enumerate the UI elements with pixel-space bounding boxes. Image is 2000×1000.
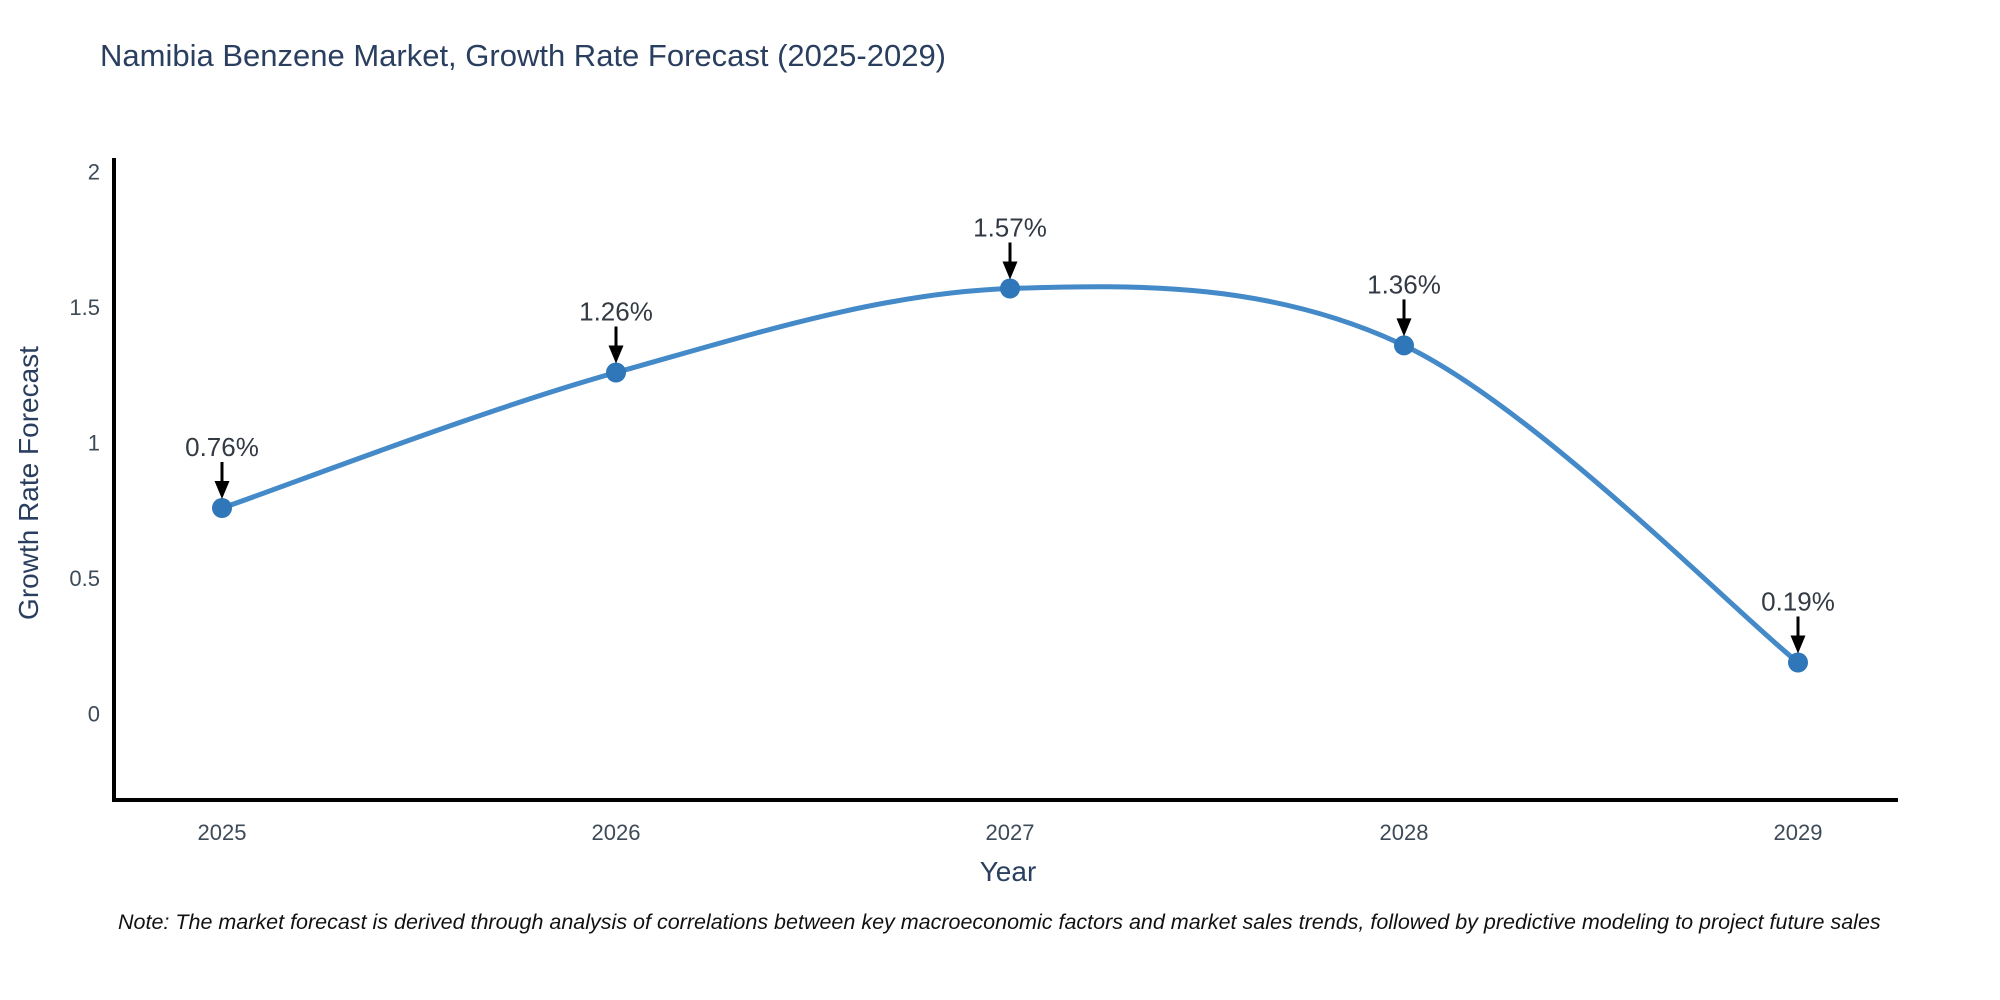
data-point [606, 362, 626, 383]
point-label: 1.26% [579, 297, 653, 327]
point-label: 1.36% [1367, 269, 1441, 299]
point-annotations: 0.76% 1.26% 1.57% 1.36% 0.19% [185, 213, 1835, 654]
point-label: 0.19% [1761, 587, 1835, 617]
annotation-arrowhead-icon [1790, 635, 1806, 654]
x-tick-label: 2027 [986, 820, 1035, 845]
x-tick-label: 2026 [592, 820, 641, 845]
data-point [1000, 278, 1020, 299]
axis-ticks: 2 1.5 1 0.5 0 2025 2026 2027 2028 2029 [69, 160, 1822, 845]
forecast-line [219, 284, 1801, 665]
y-tick-label: 1.5 [69, 295, 100, 320]
x-axis-title: Year [979, 856, 1037, 887]
annotation-arrowhead-icon [1002, 261, 1018, 280]
data-point [1394, 335, 1414, 356]
data-point [1788, 652, 1808, 673]
y-tick-label: 1 [88, 431, 100, 456]
footnote: Note: The market forecast is derived thr… [118, 910, 1881, 934]
x-tick-label: 2025 [198, 820, 247, 845]
x-tick-label: 2028 [1380, 820, 1429, 845]
x-tick-label: 2029 [1774, 820, 1823, 845]
y-tick-label: 0.5 [69, 566, 100, 591]
y-tick-label: 0 [88, 702, 100, 727]
point-label: 0.76% [185, 432, 259, 462]
point-label: 1.57% [973, 213, 1047, 243]
chart-title: Namibia Benzene Market, Growth Rate Fore… [100, 38, 947, 73]
annotation-arrowhead-icon [214, 481, 230, 499]
data-point [212, 498, 232, 518]
y-tick-label: 2 [88, 160, 100, 185]
annotation-arrowhead-icon [608, 345, 624, 364]
forecast-series [212, 278, 1808, 673]
annotation-arrowhead-icon [1396, 318, 1412, 337]
